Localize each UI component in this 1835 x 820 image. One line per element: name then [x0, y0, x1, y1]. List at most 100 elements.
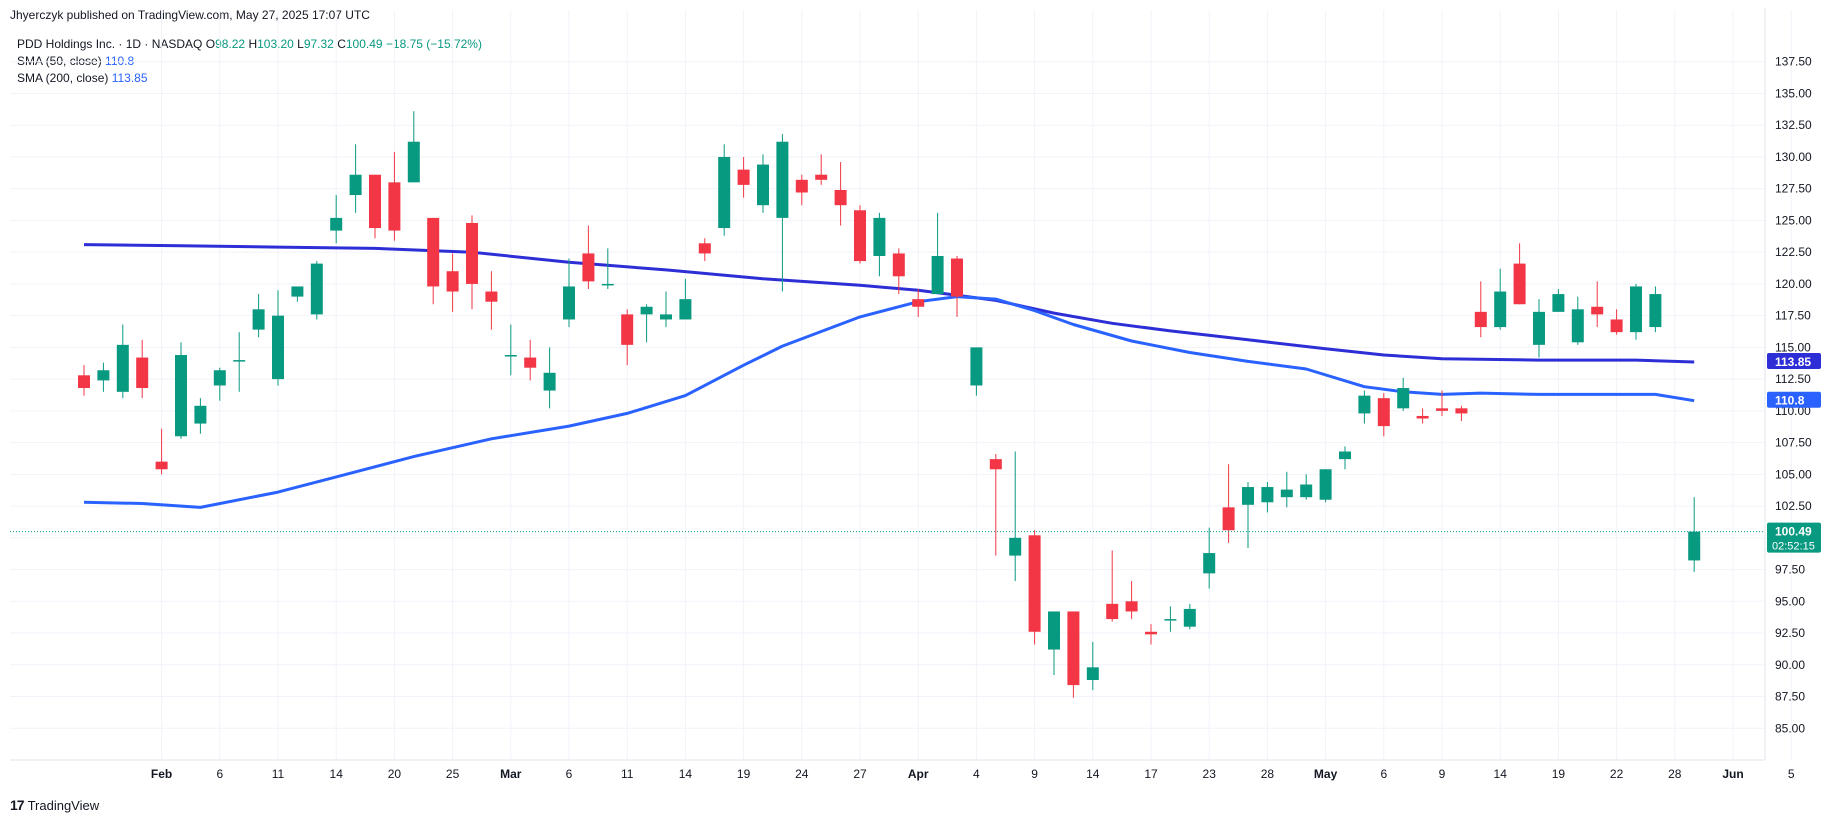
candle-body [970, 347, 983, 386]
x-tick-label: 17 [1144, 767, 1158, 781]
x-tick-label: 25 [446, 767, 460, 781]
candle-body [1009, 537, 1022, 556]
candle-body [466, 222, 478, 284]
candle-body [757, 164, 769, 206]
candle-body [97, 370, 110, 381]
candle-body [1203, 553, 1216, 574]
y-tick-label: 95.00 [1775, 594, 1805, 608]
candle-body [815, 174, 828, 180]
sma200-legend-label: SMA (200, close) [17, 71, 109, 85]
candle-body [1649, 294, 1662, 328]
candle-body [621, 314, 634, 345]
candle-body [1280, 489, 1293, 498]
candle-body [660, 314, 672, 320]
candle-body [349, 174, 362, 196]
ohlc-key-h: H [245, 37, 258, 51]
x-tick-label: 14 [330, 767, 344, 781]
x-tick-label: 9 [1031, 767, 1038, 781]
price-labels: 113.85 110.8 100.49 02:52:15 [10, 352, 1821, 553]
candle-body [155, 461, 168, 470]
candle-body [388, 182, 401, 231]
sma50-legend-row[interactable]: SMA (50, close) 110.8 [17, 53, 482, 70]
y-tick-label: 115.00 [1775, 340, 1811, 354]
candle-body [1300, 484, 1313, 498]
candle-body [136, 357, 149, 389]
candle-body [640, 306, 653, 315]
sma200-line [83, 243, 1695, 364]
tradingview-footer[interactable]: 17 TradingView [10, 797, 99, 813]
candle-body [1377, 398, 1390, 427]
x-tick-label: 6 [1380, 767, 1387, 781]
candle-body [485, 291, 498, 302]
y-tick-label: 90.00 [1775, 658, 1805, 672]
symbol-title[interactable]: PDD Holdings Inc. · 1D · NASDAQ [17, 37, 203, 51]
ohlc-key-l: L [293, 37, 304, 51]
y-tick-label: 132.50 [1775, 118, 1812, 132]
candle-body [601, 283, 614, 286]
candle-body [524, 357, 537, 368]
candle-body [854, 210, 866, 262]
candle-body [1397, 388, 1410, 409]
x-tick-label: 4 [973, 767, 980, 781]
candle-body [369, 174, 381, 229]
candle-body [1552, 294, 1565, 312]
candle-body [737, 169, 750, 185]
last-price-tag: 100.49 [1775, 525, 1812, 539]
candle-body [272, 315, 284, 380]
ohlc-values: O98.22 H103.20 L97.32 C100.49 [206, 37, 383, 51]
chart-grid [10, 10, 1792, 760]
candle-body [213, 370, 226, 386]
candle-body [330, 217, 343, 231]
candle-body [1125, 601, 1138, 612]
candle-body [1319, 469, 1332, 500]
candle-body [1183, 608, 1196, 627]
ohlc-value-l: 97.32 [303, 37, 334, 51]
candle-body [1358, 395, 1371, 414]
sma50-legend-label: SMA (50, close) [17, 54, 102, 68]
y-tick-label: 107.50 [1775, 436, 1812, 450]
sma200-price-tag-bg [1767, 352, 1821, 369]
y-tick-label: 105.00 [1775, 467, 1812, 481]
candle-body [931, 255, 944, 295]
candle-body [951, 258, 963, 297]
ohlc-value-c: 100.49 [345, 37, 383, 51]
y-tick-label: 117.50 [1775, 309, 1811, 323]
ohlc-value-o: 98.22 [215, 37, 246, 51]
x-tick-label: Jun [1722, 767, 1743, 781]
candle-body [698, 243, 711, 254]
ohlc-value-h: 103.20 [257, 37, 294, 51]
y-tick-label: 137.50 [1775, 55, 1812, 69]
sma-lines [83, 243, 1695, 509]
candle-body [795, 179, 808, 193]
candle-body [892, 253, 905, 277]
x-tick-label: 11 [621, 767, 634, 781]
candle-body [1436, 408, 1448, 411]
candle-body [1145, 631, 1157, 635]
x-tick-label: 19 [1552, 767, 1566, 781]
y-tick-label: 112.50 [1775, 372, 1811, 386]
x-tick-label: 6 [216, 767, 223, 781]
sma200-price-tag: 113.85 [1775, 355, 1811, 369]
y-tick-label: 120.00 [1775, 277, 1812, 291]
sma200-legend-value: 113.85 [111, 71, 148, 85]
x-tick-label: 22 [1610, 767, 1624, 781]
candle-body [834, 189, 847, 206]
x-tick-label: 28 [1261, 767, 1275, 781]
x-tick-label: 19 [737, 767, 751, 781]
candle-body [1455, 408, 1468, 414]
candle-body [1474, 311, 1487, 328]
sma50-legend-value: 110.8 [105, 54, 135, 68]
candle-body [1048, 611, 1060, 650]
x-tick-label: 14 [1494, 767, 1508, 781]
candle-body [1610, 319, 1623, 333]
candle-body [1086, 667, 1099, 681]
candle-body [1028, 535, 1041, 632]
candle-body [912, 299, 925, 307]
x-tick-label: 28 [1668, 767, 1682, 781]
ohlc-key-o: O [205, 37, 216, 51]
y-tick-label: 92.50 [1775, 626, 1805, 640]
symbol-legend-row: PDD Holdings Inc. · 1D · NASDAQ O98.22 H… [17, 36, 482, 53]
candle-body [1494, 291, 1507, 328]
sma200-legend-row[interactable]: SMA (200, close) 113.85 [17, 70, 482, 87]
